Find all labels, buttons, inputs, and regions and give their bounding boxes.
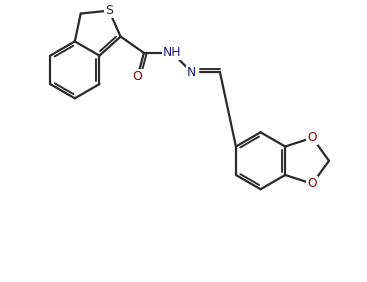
Text: O: O	[133, 70, 143, 83]
Text: N: N	[187, 65, 196, 78]
Text: O: O	[308, 131, 317, 144]
Text: O: O	[308, 177, 317, 190]
Text: NH: NH	[163, 47, 182, 60]
Text: S: S	[105, 4, 113, 17]
